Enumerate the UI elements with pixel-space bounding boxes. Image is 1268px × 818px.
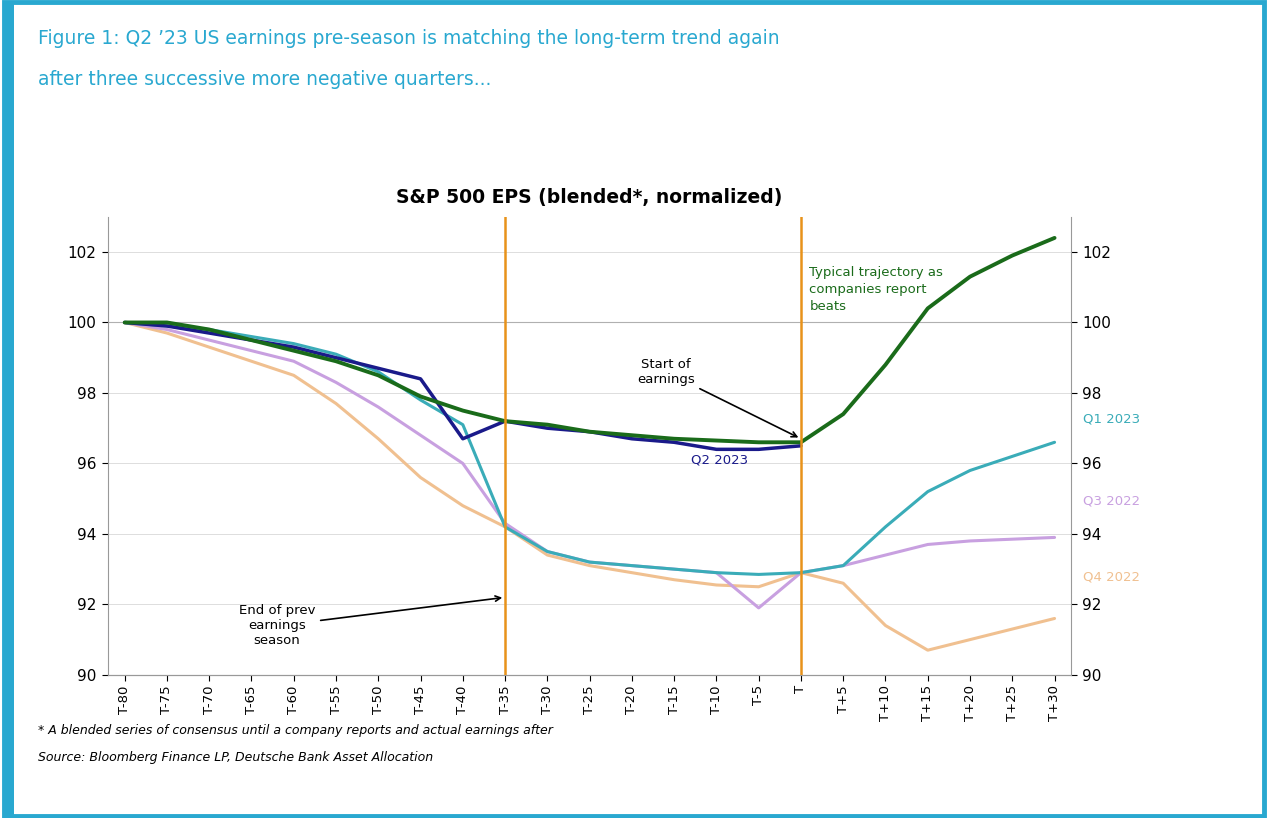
Text: Source: Bloomberg Finance LP, Deutsche Bank Asset Allocation: Source: Bloomberg Finance LP, Deutsche B…: [38, 751, 434, 764]
Text: Q2 2023: Q2 2023: [691, 453, 748, 466]
Text: Q3 2022: Q3 2022: [1083, 494, 1140, 507]
Text: after three successive more negative quarters...: after three successive more negative qua…: [38, 70, 492, 88]
Text: * A blended series of consensus until a company reports and actual earnings afte: * A blended series of consensus until a …: [38, 724, 553, 737]
Text: Figure 1: Q2 ’23 US earnings pre-season is matching the long-term trend again: Figure 1: Q2 ’23 US earnings pre-season …: [38, 29, 780, 47]
Title: S&P 500 EPS (blended*, normalized): S&P 500 EPS (blended*, normalized): [397, 188, 782, 207]
Text: Start of
earnings: Start of earnings: [637, 357, 796, 437]
Text: Typical trajectory as
companies report
beats: Typical trajectory as companies report b…: [809, 266, 943, 313]
Text: End of prev
earnings
season: End of prev earnings season: [238, 596, 501, 647]
Text: Q1 2023: Q1 2023: [1083, 412, 1140, 425]
Text: Q4 2022: Q4 2022: [1083, 570, 1140, 583]
